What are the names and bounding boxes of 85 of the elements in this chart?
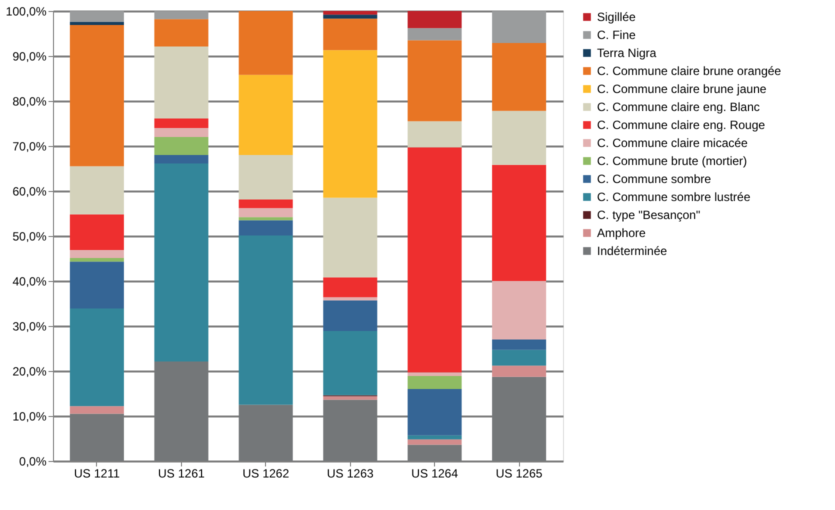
legend-label: C. Commune sombre lustrée: [597, 190, 751, 204]
bar: [238, 155, 293, 200]
bar: [70, 214, 124, 250]
bar: [323, 50, 378, 198]
bar: [408, 147, 462, 372]
legend-label: C. Commune sombre: [597, 172, 712, 186]
bar: [238, 200, 293, 208]
bar: [70, 166, 124, 214]
bar: [323, 297, 378, 300]
bar: [408, 40, 462, 122]
bar: [154, 46, 208, 119]
y-tick-label: 10,0%: [12, 410, 47, 424]
bar: [154, 128, 208, 137]
bar: [323, 330, 378, 396]
legend-label: C. Commune claire eng. Rouge: [597, 118, 766, 132]
bar: [323, 396, 378, 400]
y-tick-label: 60,0%: [12, 184, 47, 198]
bar: [238, 236, 293, 405]
bar: [154, 155, 208, 164]
bar: [70, 11, 124, 22]
y-tick-label: 50,0%: [12, 230, 47, 244]
legend-label: C. Commune claire micacée: [597, 136, 748, 150]
bar: [323, 198, 378, 278]
bar: [408, 389, 462, 436]
y-tick-label: 70,0%: [12, 140, 47, 154]
bar: [408, 11, 462, 28]
bar: [408, 376, 462, 389]
bar: [323, 14, 378, 19]
legend-label: C. Commune brute (mortier): [597, 154, 748, 168]
bar: [70, 406, 124, 414]
bar: [238, 208, 293, 218]
x-tick-label: US 1211: [74, 466, 120, 480]
bar: [238, 11, 293, 75]
y-tick-label: 40,0%: [12, 274, 47, 288]
x-tick-label: US 1265: [496, 466, 543, 480]
bar: [492, 350, 546, 366]
bar: [408, 372, 462, 376]
bar: [408, 439, 462, 445]
bar: [70, 258, 124, 262]
legend-label: C. type "Besançon": [597, 208, 700, 222]
legend-label: C. Commune claire brune jaune: [597, 82, 767, 96]
bar: [408, 121, 462, 148]
y-tick-label: 0,0%: [19, 454, 47, 468]
bar: [70, 250, 124, 258]
bar: [323, 18, 378, 50]
bar: [238, 220, 293, 236]
legend-label: Sigillée: [597, 10, 636, 24]
y-tick-label: 100,0%: [6, 4, 47, 18]
legend-label: Amphore: [597, 226, 646, 240]
bar: [492, 42, 546, 111]
bar: [70, 22, 124, 25]
bar: [492, 110, 546, 165]
x-tick-label: US 1263: [326, 466, 374, 480]
bar: [70, 24, 124, 166]
bar: [70, 308, 124, 406]
x-tick-label: US 1261: [158, 466, 206, 480]
bar: [408, 435, 462, 440]
bar: [154, 164, 208, 362]
bar: [492, 11, 546, 43]
bar: [323, 11, 378, 15]
y-tick-label: 30,0%: [12, 320, 47, 334]
bar: [70, 262, 124, 308]
bar: [154, 11, 208, 20]
legend-label: Terra Nigra: [597, 46, 657, 60]
bar: [238, 74, 293, 155]
bar: [492, 281, 546, 340]
x-tick-label: US 1262: [242, 466, 290, 480]
bar: [323, 277, 378, 298]
bar: [154, 118, 208, 128]
bar: [154, 137, 208, 155]
y-tick-label: 80,0%: [12, 94, 47, 108]
x-tick-label: US 1264: [411, 466, 458, 480]
y-tick-label: 20,0%: [12, 364, 47, 378]
bar: [492, 164, 546, 281]
legend-label: Indéterminée: [597, 244, 668, 258]
y-tick-label: 90,0%: [12, 50, 47, 64]
bar: [492, 340, 546, 350]
legend-label: C. Commune claire brune orangée: [597, 64, 782, 78]
legend-label: C. Fine: [597, 28, 636, 42]
bar: [154, 19, 208, 47]
bar: [238, 217, 293, 220]
bar: [408, 28, 462, 40]
bar: [323, 300, 378, 331]
legend-label: C. Commune claire eng. Blanc: [597, 100, 760, 114]
bar: [492, 366, 546, 377]
